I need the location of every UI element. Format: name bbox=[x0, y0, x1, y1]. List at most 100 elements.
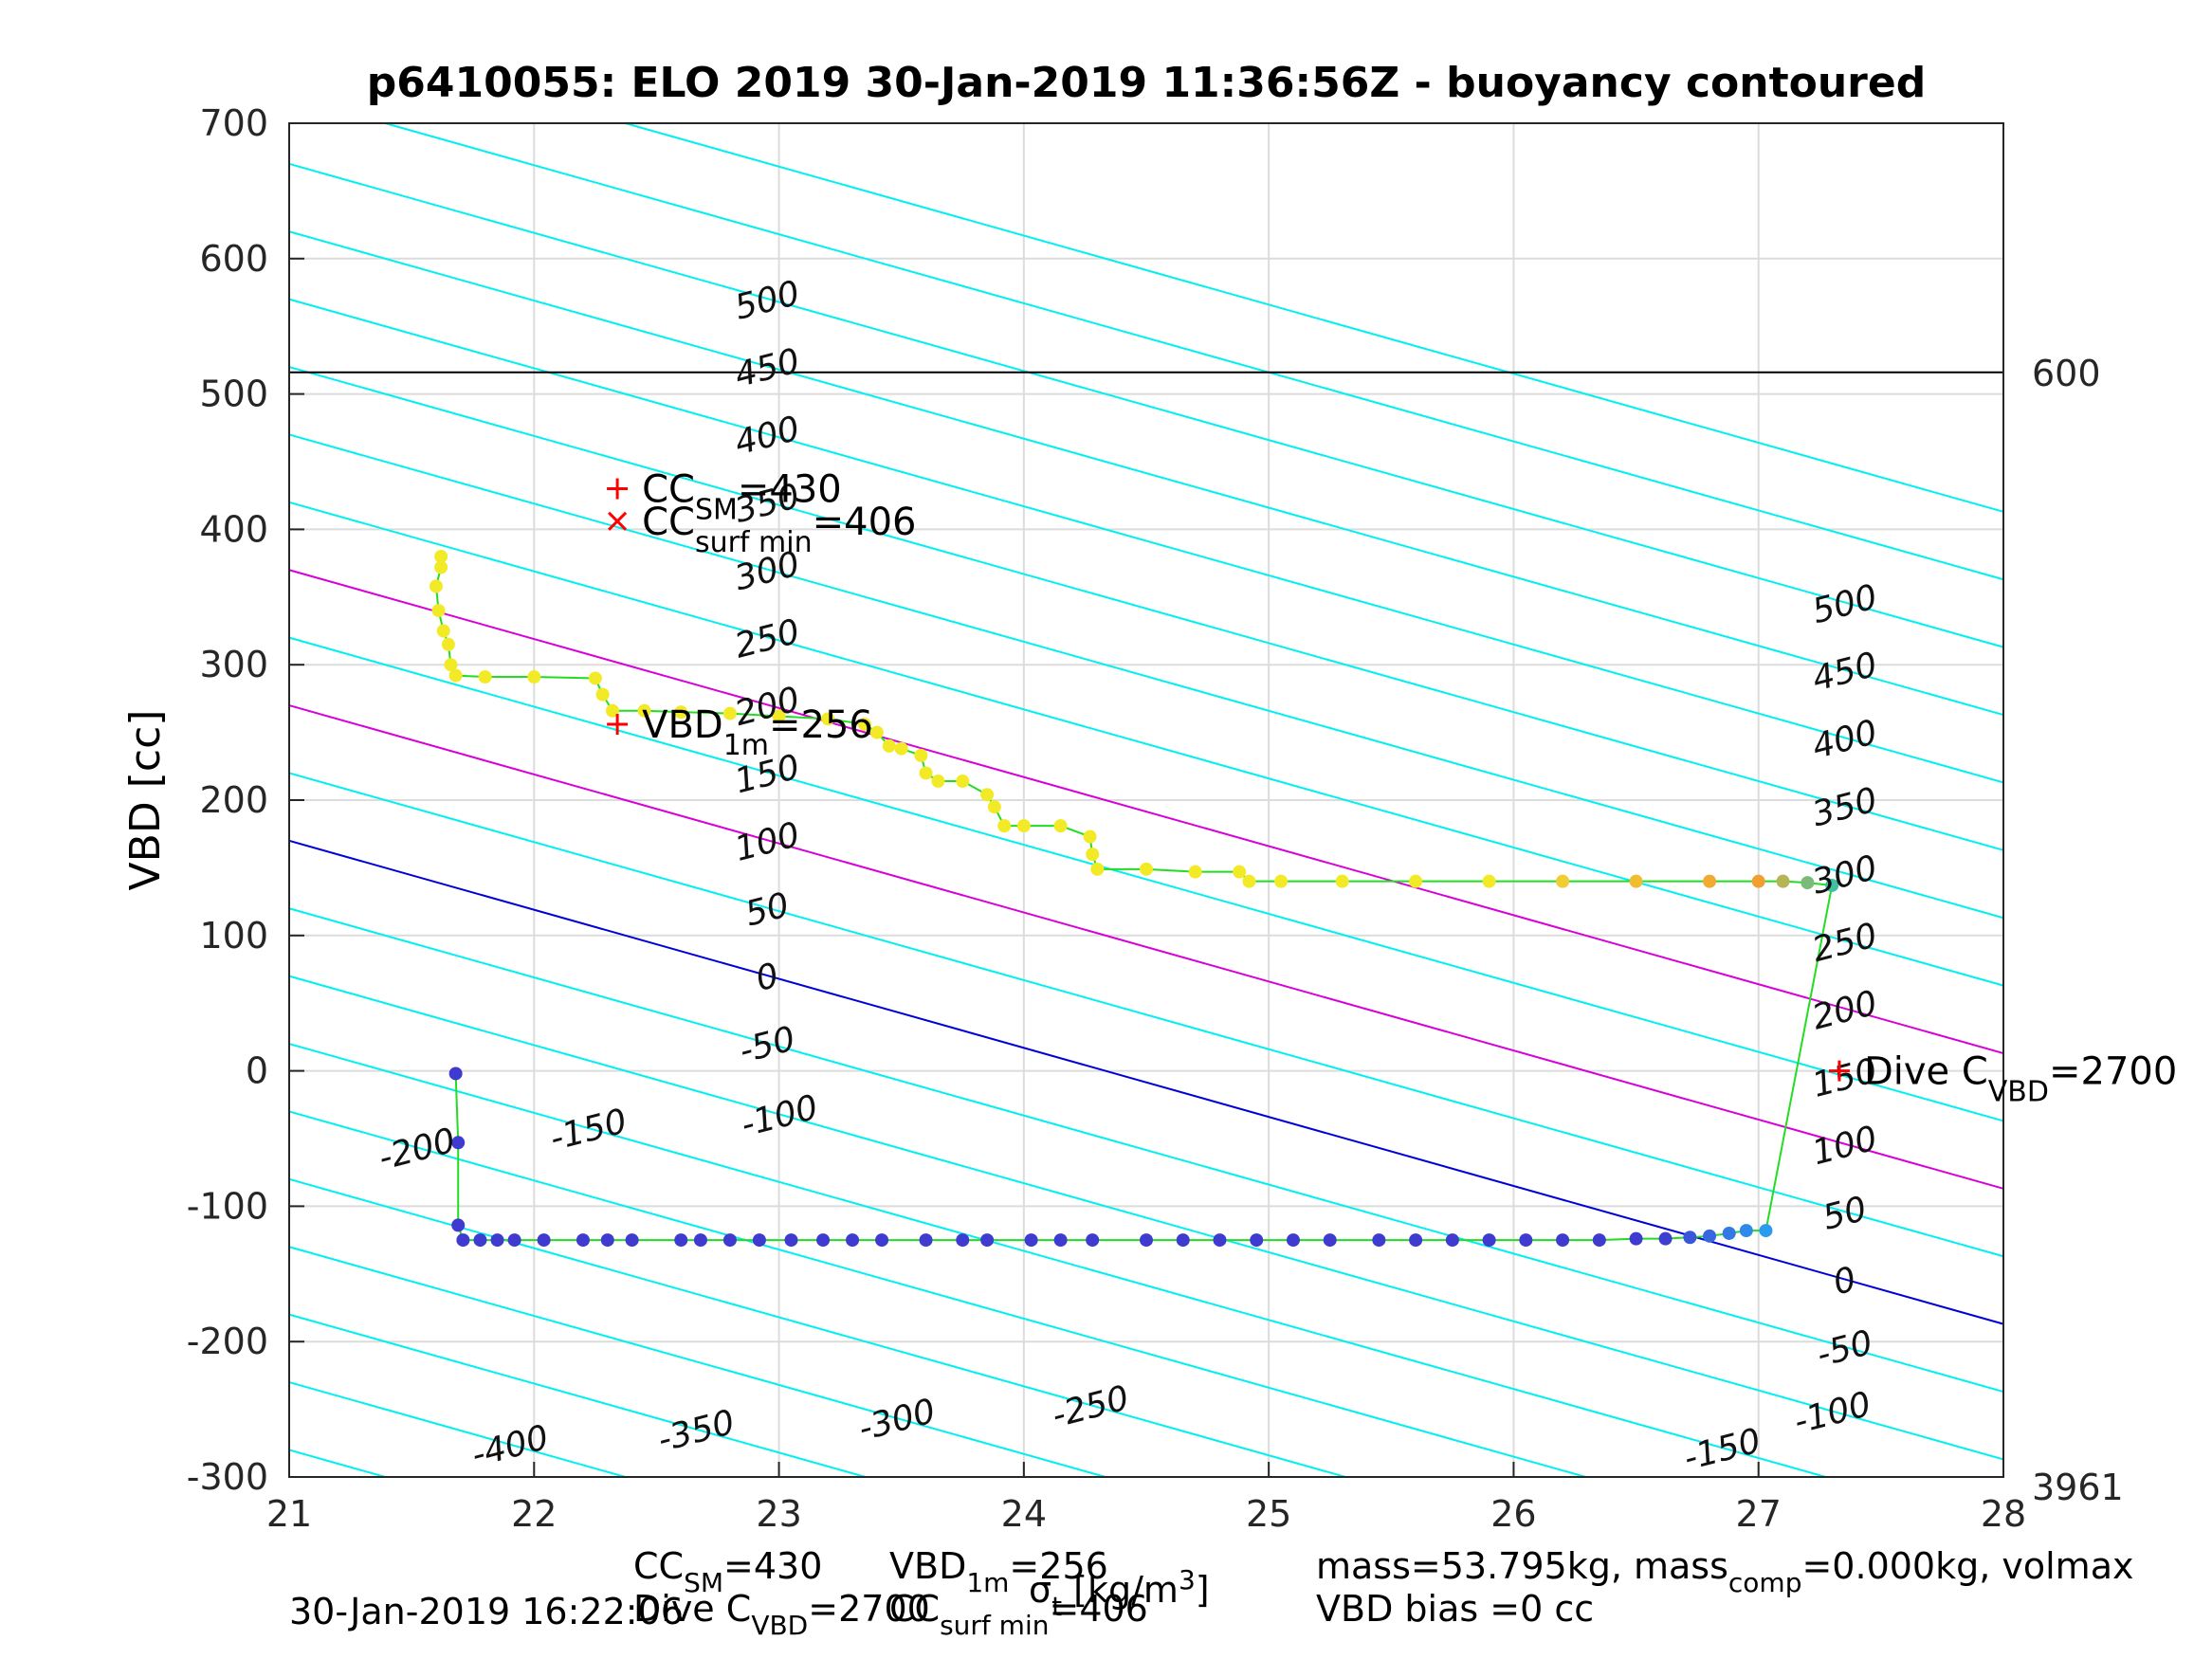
footer-cc-surf: CCsurf min=406 bbox=[889, 1588, 1148, 1641]
y-tick-label: 700 bbox=[199, 102, 268, 144]
reference-line-label: 600 bbox=[2032, 353, 2101, 394]
climb-point bbox=[1140, 862, 1153, 876]
climb-point bbox=[436, 624, 450, 638]
climb-point bbox=[980, 788, 995, 802]
climb-point bbox=[1335, 874, 1349, 888]
climb-point bbox=[1801, 876, 1815, 890]
x-tick-label: 24 bbox=[1001, 1493, 1047, 1535]
x-tick-label: 23 bbox=[756, 1493, 801, 1535]
climb-point bbox=[637, 703, 651, 718]
descent-point bbox=[1722, 1226, 1736, 1240]
descent-point bbox=[1176, 1233, 1190, 1248]
climb-point bbox=[1776, 874, 1790, 888]
descent-point bbox=[1592, 1233, 1606, 1248]
climb-point bbox=[527, 670, 541, 684]
x-tick-label: 26 bbox=[1490, 1493, 1536, 1535]
climb-point bbox=[869, 725, 884, 739]
footer-vbd: VBD1m=256 bbox=[889, 1545, 1108, 1598]
buoyancy-contours bbox=[288, 122, 2004, 1478]
climb-point bbox=[434, 560, 448, 574]
climb-point bbox=[987, 800, 1001, 814]
climb-point bbox=[1090, 862, 1105, 876]
descent-point bbox=[919, 1233, 933, 1248]
contour-line bbox=[288, 1381, 626, 1478]
marker-label: CCSM=430 bbox=[642, 468, 842, 527]
axis-ticks: 21 22 23 24 25 26 27 28 -300 -200 -100 0 100 200 300 40… bbox=[187, 102, 2026, 1535]
descent-point bbox=[1658, 1231, 1673, 1246]
chart-title: p6410055: ELO 2019 30-Jan-2019 11:36:56Z… bbox=[367, 59, 1926, 107]
x-tick-label: 27 bbox=[1736, 1493, 1782, 1535]
climb-point bbox=[1556, 874, 1570, 888]
climb-point bbox=[441, 637, 455, 651]
y-axis-label: VBD [cc] bbox=[121, 710, 170, 891]
descent-point bbox=[846, 1233, 860, 1248]
climb-point bbox=[931, 775, 945, 789]
y-tick-label: 0 bbox=[246, 1050, 268, 1092]
descent-point bbox=[448, 1066, 463, 1081]
climb-point bbox=[444, 658, 458, 672]
climb-point bbox=[956, 775, 970, 789]
descent-point bbox=[1629, 1231, 1643, 1246]
y-tick-label: 500 bbox=[199, 374, 268, 415]
contour-line bbox=[288, 501, 2004, 987]
contour-line bbox=[288, 1313, 867, 1478]
descent-point bbox=[576, 1233, 590, 1248]
climb-point bbox=[429, 579, 443, 593]
climb-point bbox=[1016, 819, 1031, 833]
climb-point bbox=[595, 687, 610, 702]
y-tick-label: 200 bbox=[199, 779, 268, 821]
descent-point bbox=[1409, 1233, 1423, 1248]
contour-line bbox=[288, 636, 2004, 1122]
descent-point bbox=[1703, 1229, 1717, 1243]
climb-point bbox=[1274, 874, 1289, 888]
descent-point bbox=[722, 1233, 737, 1248]
descent-point bbox=[1683, 1231, 1697, 1245]
climb-point bbox=[588, 671, 602, 685]
contour-line bbox=[288, 1449, 386, 1478]
descent-point bbox=[451, 1218, 466, 1232]
contour-line bbox=[288, 1177, 1346, 1478]
x-tick-label: 22 bbox=[511, 1493, 557, 1535]
y-tick-label: 400 bbox=[199, 508, 268, 550]
climb-point bbox=[434, 549, 448, 563]
marker-label: CCsurf min=406 bbox=[642, 501, 916, 559]
x-tick-label: 25 bbox=[1246, 1493, 1291, 1535]
climb-point bbox=[1751, 874, 1765, 888]
marker-label: Dive CVBD=2700 bbox=[1864, 1050, 2177, 1109]
descent-point bbox=[1024, 1233, 1038, 1248]
climb-point bbox=[431, 604, 446, 618]
climb-point bbox=[1825, 878, 1839, 892]
climb-point bbox=[1083, 830, 1097, 844]
contour-line bbox=[288, 1246, 1106, 1478]
contour-line bbox=[288, 569, 2004, 1054]
climb-point bbox=[857, 718, 871, 732]
contour-line bbox=[625, 122, 2004, 513]
climb-point bbox=[914, 748, 928, 762]
contour-labels: -400 -350 -300 -250-200 -150 -100-50050100150… bbox=[375, 274, 1881, 1479]
dive-points bbox=[429, 549, 1839, 1248]
climb-point bbox=[1409, 874, 1423, 888]
footer-timestamp: 30-Jan-2019 16:22:06 bbox=[289, 1591, 684, 1632]
contour-line bbox=[288, 366, 2004, 851]
descent-point bbox=[875, 1233, 889, 1248]
climb-point bbox=[1629, 874, 1643, 888]
turn-trace bbox=[1764, 884, 1834, 1231]
climb-point bbox=[1053, 819, 1068, 833]
descent-point bbox=[537, 1233, 551, 1248]
climb-point bbox=[1482, 874, 1496, 888]
climb-point bbox=[1086, 848, 1100, 862]
descent-point bbox=[507, 1233, 521, 1248]
descent-point bbox=[1445, 1233, 1459, 1248]
descent-point bbox=[600, 1233, 614, 1248]
descent-point bbox=[816, 1233, 831, 1248]
descent-point bbox=[1086, 1233, 1100, 1248]
climb-point bbox=[1242, 874, 1256, 888]
y-tick-label: 100 bbox=[199, 915, 268, 957]
climb-point bbox=[1188, 865, 1202, 879]
contour-line bbox=[385, 122, 2004, 581]
climb-point bbox=[882, 738, 896, 753]
x-tick-label: 21 bbox=[266, 1493, 312, 1535]
descent-point bbox=[473, 1233, 487, 1248]
climb-point bbox=[605, 703, 619, 718]
